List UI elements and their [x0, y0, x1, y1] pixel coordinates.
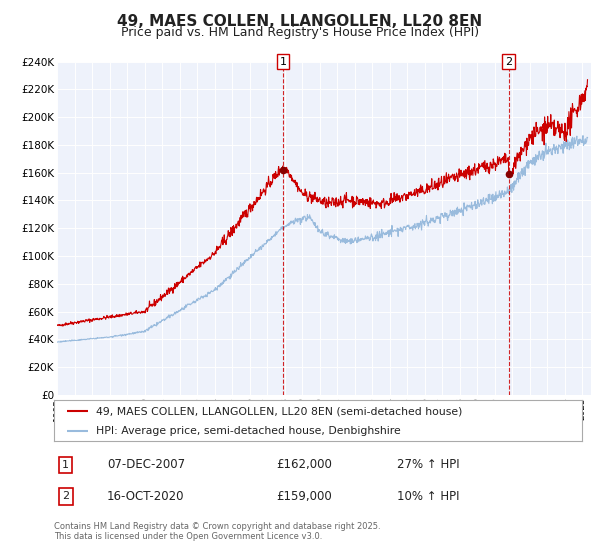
Text: 27% ↑ HPI: 27% ↑ HPI: [397, 459, 460, 472]
Text: £159,000: £159,000: [276, 490, 332, 503]
Text: 2: 2: [505, 57, 512, 67]
Text: 1: 1: [62, 460, 69, 470]
Text: 49, MAES COLLEN, LLANGOLLEN, LL20 8EN: 49, MAES COLLEN, LLANGOLLEN, LL20 8EN: [118, 14, 482, 29]
Text: 1: 1: [280, 57, 287, 67]
Text: 16-OCT-2020: 16-OCT-2020: [107, 490, 184, 503]
Text: 49, MAES COLLEN, LLANGOLLEN, LL20 8EN (semi-detached house): 49, MAES COLLEN, LLANGOLLEN, LL20 8EN (s…: [96, 407, 463, 416]
Text: Price paid vs. HM Land Registry's House Price Index (HPI): Price paid vs. HM Land Registry's House …: [121, 26, 479, 39]
Text: 07-DEC-2007: 07-DEC-2007: [107, 459, 185, 472]
Text: 10% ↑ HPI: 10% ↑ HPI: [397, 490, 460, 503]
Text: 2: 2: [62, 492, 69, 502]
Text: HPI: Average price, semi-detached house, Denbighshire: HPI: Average price, semi-detached house,…: [96, 426, 401, 436]
Text: Contains HM Land Registry data © Crown copyright and database right 2025.
This d: Contains HM Land Registry data © Crown c…: [54, 522, 380, 542]
Text: £162,000: £162,000: [276, 459, 332, 472]
